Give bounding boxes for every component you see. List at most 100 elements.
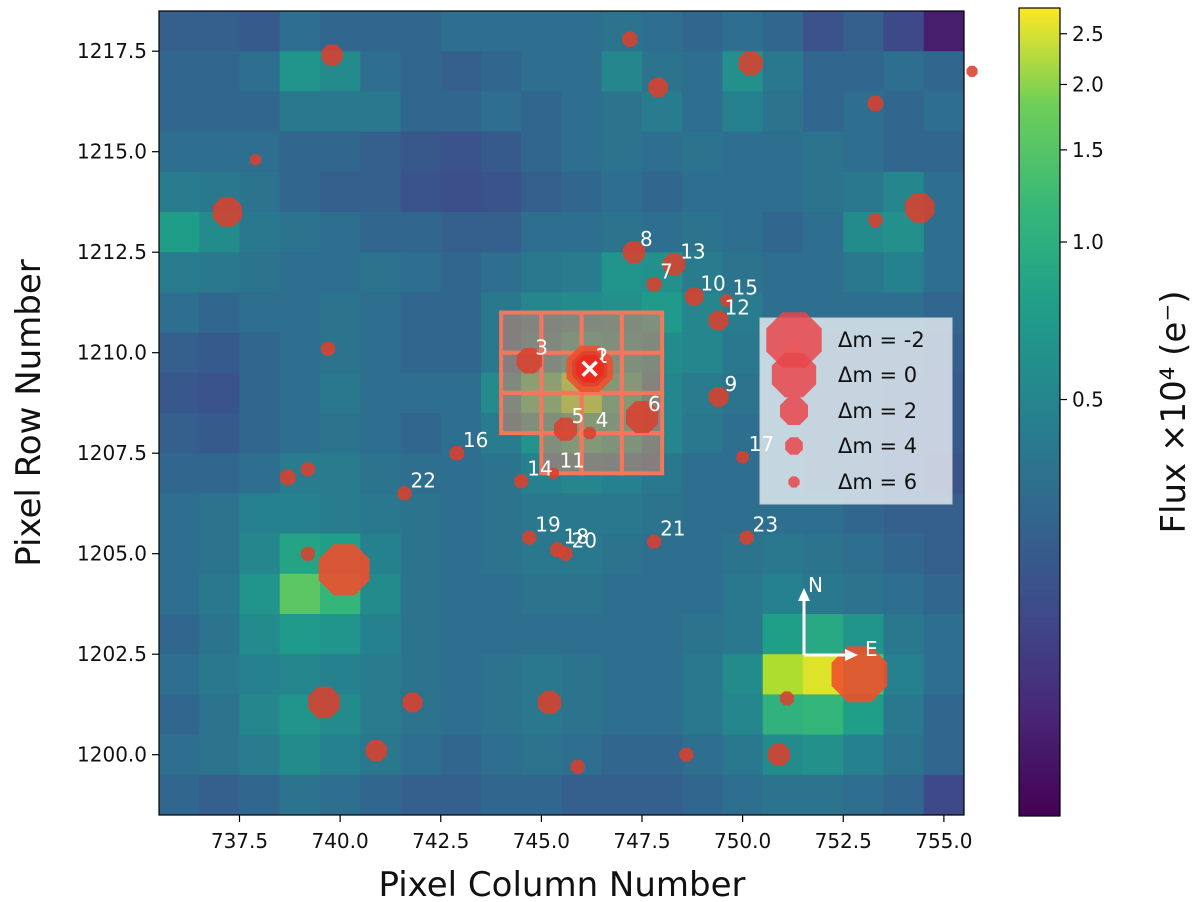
star-marker [300,546,315,561]
star-marker [648,77,668,97]
image-pixel [320,413,361,454]
image-pixel [360,91,401,133]
image-pixel [279,372,321,414]
image-pixel [642,11,683,52]
star-marker [739,530,754,545]
image-pixel [561,212,603,253]
colorbar-tick-label: 0.5 [1072,388,1104,412]
image-pixel [722,131,764,173]
image-pixel [883,11,925,52]
image-pixel [682,533,723,575]
image-pixel [239,332,281,374]
x-tick-label: 747.5 [613,829,670,853]
star-marker [321,44,343,66]
image-pixel [642,573,683,615]
image-pixel [883,51,925,92]
star-marker [365,740,387,762]
star-marker [583,426,596,440]
image-pixel [320,292,361,334]
image-pixel [601,734,643,776]
image-pixel [923,694,965,736]
image-pixel [803,614,844,655]
star-label: 10 [700,271,725,295]
image-pixel [722,654,764,695]
image-pixel [923,533,965,575]
compass-east-label: E [865,637,878,661]
star-marker [212,197,243,227]
image-pixel [279,413,321,454]
star-marker [514,474,529,489]
star-labels: 1234567891011121314151617181920212223 [411,227,779,553]
image-pixel [843,573,884,615]
image-pixel [199,614,240,655]
y-tick-label: 1210.0 [77,341,147,365]
legend-label: Δm = 4 [838,434,917,458]
image-pixel [843,171,884,213]
image-pixel [521,493,562,535]
image-pixel [279,774,321,816]
star-label: 6 [648,392,661,416]
image-pixel [481,774,522,816]
aperture-pixel [499,390,544,436]
image-pixel [642,614,683,655]
legend-label: Δm = 6 [838,470,917,494]
image-pixel [279,51,321,92]
image-pixel [360,413,401,454]
image-pixel [199,91,240,133]
colorbar-tick-label: 2.5 [1072,22,1104,46]
image-pixel [279,91,321,133]
image-pixel [923,212,965,253]
image-pixel [561,493,603,535]
image-pixel [481,11,522,52]
image-pixel [360,332,401,374]
image-pixel [199,372,240,414]
image-pixel [481,614,522,655]
image-pixel [803,171,844,213]
star-marker [547,467,559,479]
image-pixel [279,212,321,253]
image-pixel [601,171,643,213]
image-pixel [642,91,683,133]
image-pixel [400,292,442,334]
aperture-pixel [619,310,665,355]
image-pixel [279,573,321,615]
image-pixel [400,332,442,374]
image-pixel [360,614,401,655]
image-pixel [722,734,764,776]
image-pixel [883,694,925,736]
image-pixel [159,413,200,454]
image-pixel [440,131,482,173]
image-pixel [239,292,281,334]
image-pixel [400,573,442,615]
y-axis-label: Pixel Row Number [9,259,49,567]
image-pixel [883,131,925,173]
image-pixel [762,533,804,575]
image-pixel [682,774,723,816]
image-pixel [561,11,603,52]
image-pixel [762,654,804,695]
star-marker [646,276,662,292]
image-pixel [642,131,683,173]
star-label: 9 [724,372,737,396]
image-pixel [682,654,723,695]
image-pixel [239,533,281,575]
image-pixel [521,573,562,615]
image-pixel [722,694,764,736]
image-pixel [199,292,240,334]
legend-label: Δm = -2 [838,328,925,352]
image-pixel [762,573,804,615]
y-tick-label: 1202.5 [77,642,147,666]
image-pixel [400,171,442,213]
image-pixel [561,91,603,133]
star-marker [685,287,704,306]
image-pixel [843,51,884,92]
image-pixel [199,573,240,615]
image-pixel [762,51,804,92]
image-pixel [279,131,321,173]
image-pixel [360,252,401,293]
image-pixel [803,573,844,615]
image-pixel [239,413,281,454]
image-pixel [159,212,200,253]
star-marker [736,451,749,464]
